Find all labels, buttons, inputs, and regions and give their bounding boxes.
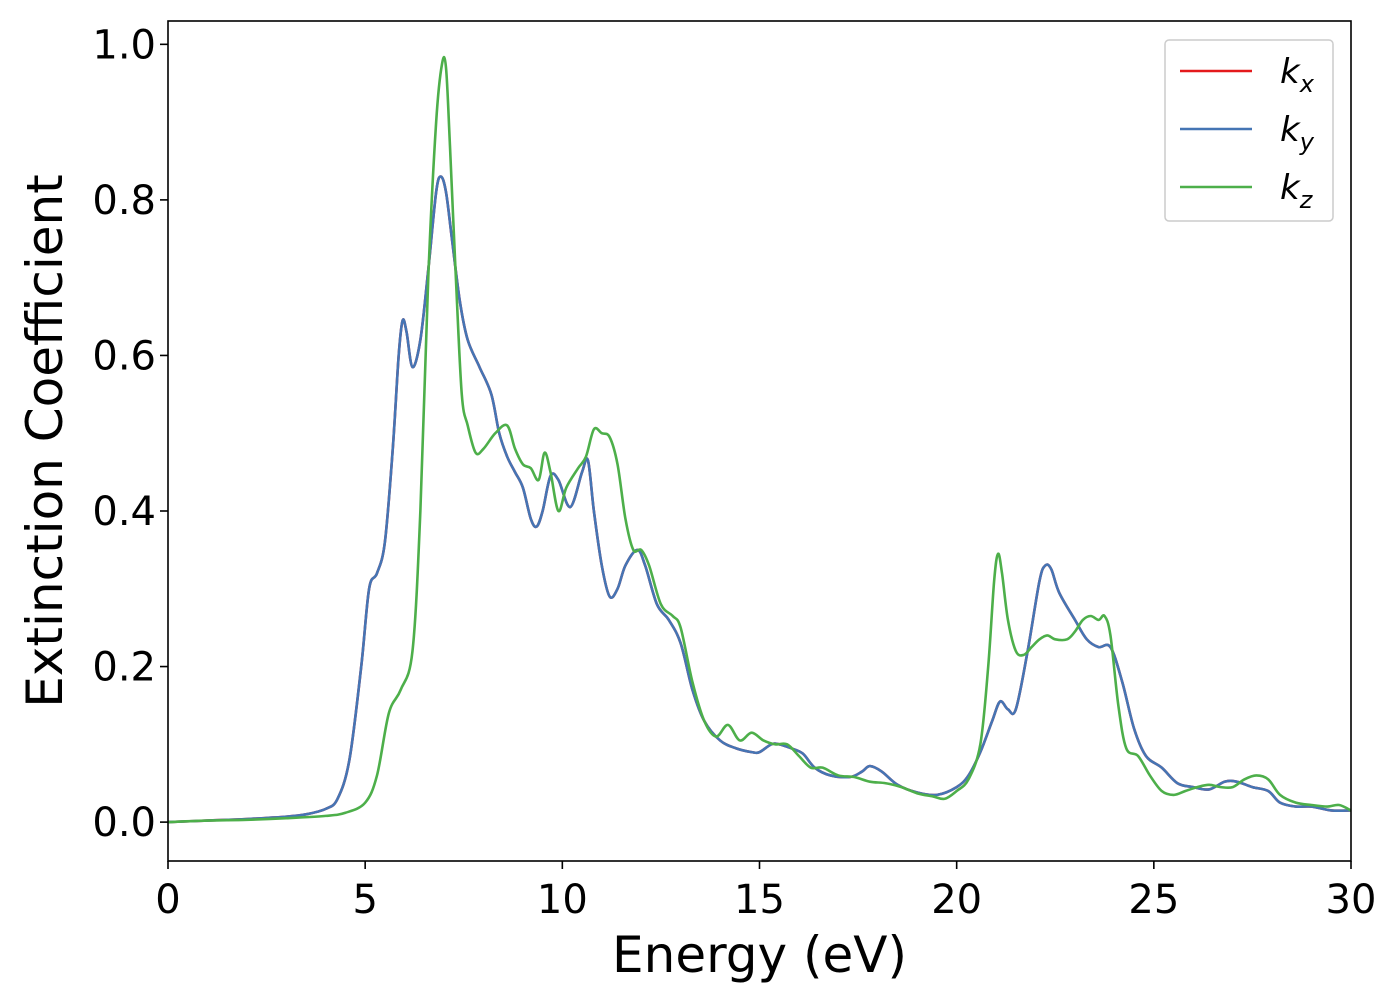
series-layer: [168, 55, 1351, 824]
legend-label-base: k: [1280, 168, 1301, 208]
legend-label-y: ky: [1280, 110, 1315, 156]
y-tick-label: 0.6: [92, 333, 156, 379]
y-tick-label: 0.4: [92, 489, 156, 535]
y-axis: 0.0 0.2 0.4 0.6 0.8 1.0: [92, 22, 168, 846]
x-tick-label: 30: [1326, 877, 1377, 923]
x-tick-label: 5: [352, 877, 377, 923]
x-axis: 0 5 10 15 20 25 30: [155, 861, 1376, 923]
legend-label-subscript: x: [1299, 70, 1315, 98]
legend-label-base: k: [1280, 110, 1301, 150]
plot-background: [168, 21, 1351, 861]
y-tick-label: 0.0: [92, 800, 156, 846]
x-tick-label: 20: [931, 877, 982, 923]
legend-label-z: kz: [1280, 168, 1314, 214]
legend-label-base: k: [1280, 52, 1301, 92]
legend-label-subscript: z: [1299, 186, 1314, 214]
y-tick-label: 1.0: [92, 22, 156, 68]
x-tick-label: 25: [1128, 877, 1179, 923]
y-tick-label: 0.8: [92, 178, 156, 224]
y-axis-title: Extinction Coefficient: [16, 174, 74, 708]
x-tick-label: 0: [155, 877, 180, 923]
series-line-z: [168, 55, 1351, 824]
series-line-y: [168, 175, 1351, 824]
legend-frame: [1164, 39, 1334, 222]
legend-label-x: kx: [1280, 52, 1315, 98]
x-axis-title: Energy (eV): [612, 926, 907, 984]
legend-label-subscript: y: [1299, 128, 1315, 156]
y-tick-label: 0.2: [92, 645, 156, 691]
x-tick-label: 10: [537, 877, 588, 923]
x-tick-label: 15: [734, 877, 785, 923]
